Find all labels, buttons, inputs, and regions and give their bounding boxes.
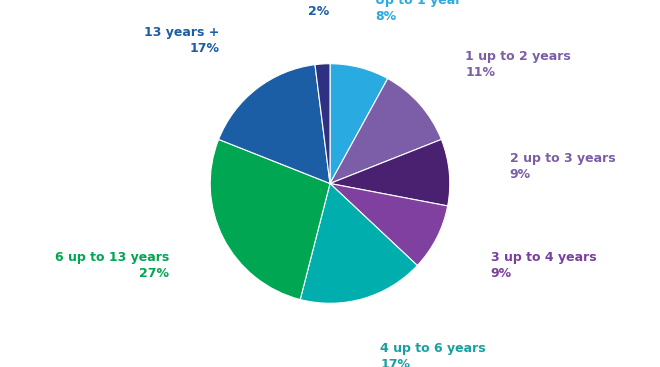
Wedge shape: [218, 65, 330, 184]
Text: 4 up to 6 years
17%: 4 up to 6 years 17%: [380, 342, 486, 367]
Wedge shape: [330, 64, 387, 184]
Wedge shape: [330, 139, 449, 206]
Text: 6 up to 13 years
27%: 6 up to 13 years 27%: [55, 251, 169, 280]
Wedge shape: [300, 184, 417, 303]
Wedge shape: [330, 184, 447, 265]
Text: Up to 1 year
8%: Up to 1 year 8%: [375, 0, 461, 23]
Wedge shape: [211, 139, 330, 299]
Text: Unknown 1
2%: Unknown 1 2%: [280, 0, 358, 18]
Wedge shape: [330, 79, 442, 184]
Text: 1 up to 2 years
11%: 1 up to 2 years 11%: [465, 50, 571, 79]
Text: 13 years +
17%: 13 years + 17%: [144, 26, 219, 55]
Text: 2 up to 3 years
9%: 2 up to 3 years 9%: [510, 152, 615, 181]
Text: 3 up to 4 years
9%: 3 up to 4 years 9%: [491, 251, 597, 280]
Wedge shape: [315, 64, 330, 184]
